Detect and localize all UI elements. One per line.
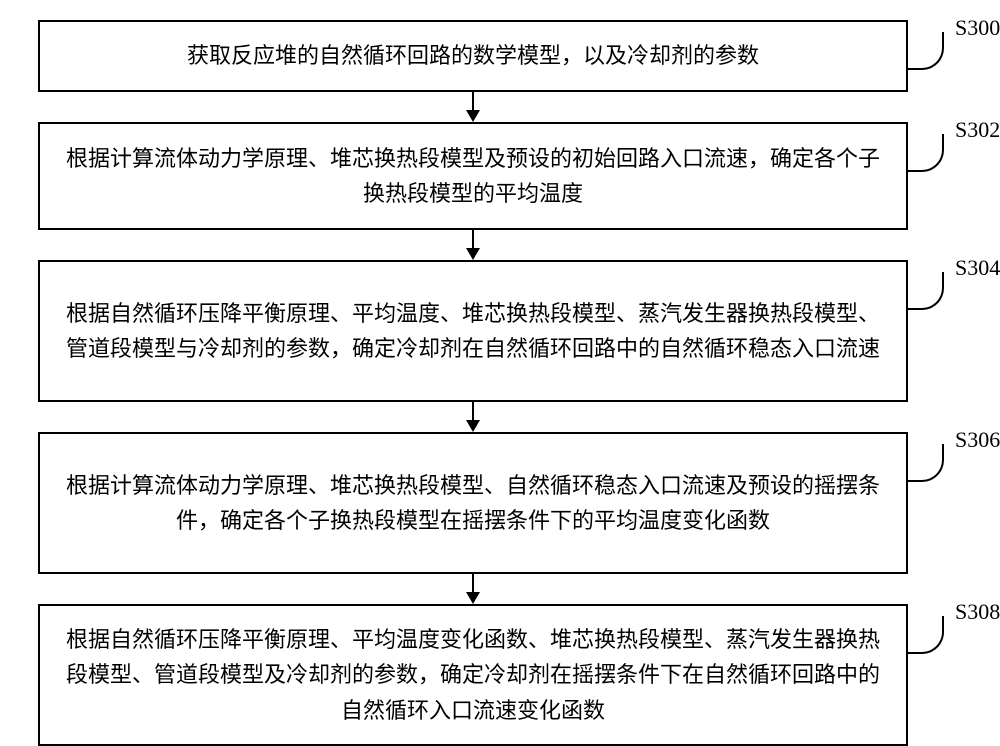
label-hook [906, 32, 944, 70]
step-box-S304: 根据自然循环压降平衡原理、平均温度、堆芯换热段模型、蒸汽发生器换热段模型、管道段… [38, 260, 908, 402]
arrow-line [472, 402, 474, 420]
step-label-S302: S302 [955, 117, 1000, 143]
step-box-S300: 获取反应堆的自然循环回路的数学模型，以及冷却剂的参数 [38, 20, 908, 92]
step-text: 根据计算流体动力学原理、堆芯换热段模型、自然循环稳态入口流速及预设的摇摆条件，确… [58, 468, 888, 538]
step-label-S308: S308 [955, 599, 1000, 625]
label-hook [906, 616, 944, 654]
step-label-S304: S304 [955, 255, 1000, 281]
label-hook [906, 134, 944, 172]
label-hook [906, 444, 944, 482]
step-box-S308: 根据自然循环压降平衡原理、平均温度变化函数、堆芯换热段模型、蒸汽发生器换热段模型… [38, 604, 908, 746]
arrow-head-icon [466, 248, 480, 260]
label-hook [906, 272, 944, 310]
flowchart-canvas: 获取反应堆的自然循环回路的数学模型，以及冷却剂的参数 S300 根据计算流体动力学原… [0, 0, 1000, 710]
step-text: 根据自然循环压降平衡原理、平均温度变化函数、堆芯换热段模型、蒸汽发生器换热段模型… [58, 622, 888, 728]
step-text: 根据计算流体动力学原理、堆芯换热段模型及预设的初始回路入口流速，确定各个子换热段… [58, 141, 888, 211]
step-label-S306: S306 [955, 427, 1000, 453]
arrow-line [472, 92, 474, 110]
arrow-head-icon [466, 592, 480, 604]
arrow-line [472, 230, 474, 248]
arrow-head-icon [466, 420, 480, 432]
step-box-S306: 根据计算流体动力学原理、堆芯换热段模型、自然循环稳态入口流速及预设的摇摆条件，确… [38, 432, 908, 574]
arrow-line [472, 574, 474, 592]
step-label-S300: S300 [955, 15, 1000, 41]
step-text: 根据自然循环压降平衡原理、平均温度、堆芯换热段模型、蒸汽发生器换热段模型、管道段… [58, 296, 888, 366]
step-text: 获取反应堆的自然循环回路的数学模型，以及冷却剂的参数 [58, 38, 888, 73]
step-box-S302: 根据计算流体动力学原理、堆芯换热段模型及预设的初始回路入口流速，确定各个子换热段… [38, 122, 908, 230]
arrow-head-icon [466, 110, 480, 122]
